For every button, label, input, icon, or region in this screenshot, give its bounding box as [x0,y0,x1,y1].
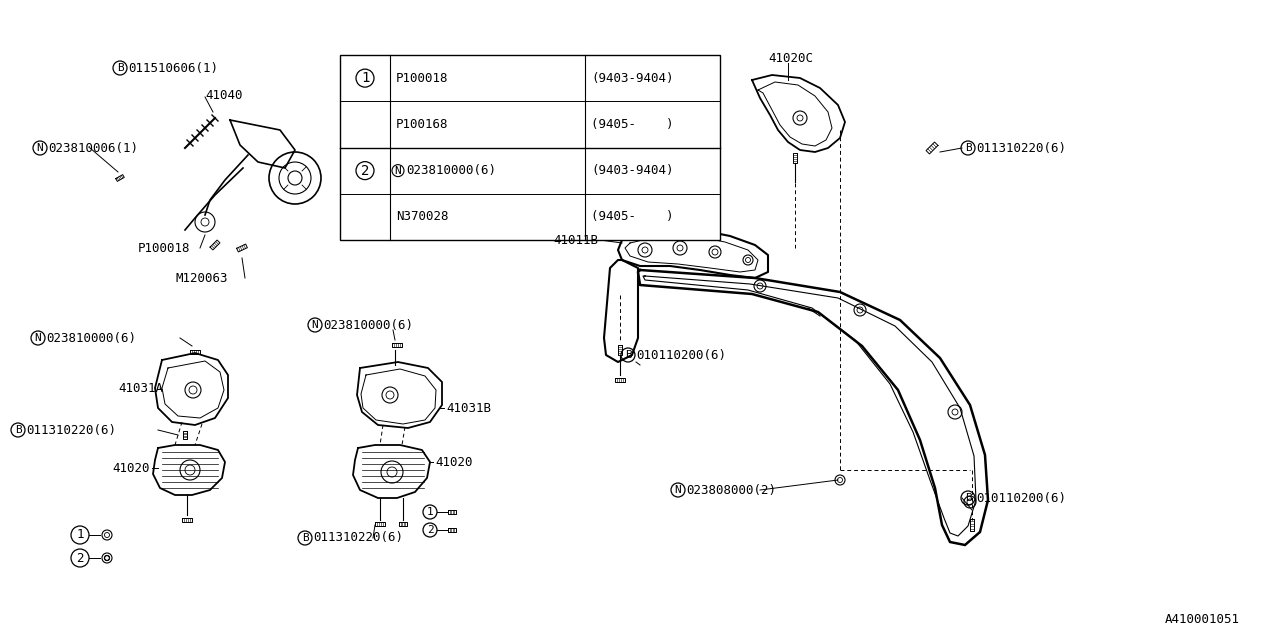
Text: (9403-9404): (9403-9404) [591,164,673,177]
Text: 41031A: 41031A [118,381,163,394]
Text: 41020C: 41020C [768,51,813,65]
Text: N370028: N370028 [396,211,448,223]
Text: 023810000(6): 023810000(6) [406,164,497,177]
Bar [340,55,719,240]
Text: N: N [311,320,319,330]
Text: 41031B: 41031B [445,401,492,415]
Text: N: N [35,333,41,343]
Text: 011310220(6): 011310220(6) [977,141,1066,154]
Text: (9405-    ): (9405- ) [591,211,673,223]
Text: 023810006(1): 023810006(1) [49,141,138,154]
Text: (9403-9404): (9403-9404) [591,72,673,84]
Text: 1: 1 [361,71,369,85]
Text: B: B [116,63,123,73]
Text: P100018: P100018 [396,72,448,84]
Text: 1: 1 [426,507,434,517]
Text: 2: 2 [77,552,83,564]
Text: 1: 1 [77,529,83,541]
Text: 011310220(6): 011310220(6) [314,531,403,545]
Text: 010110200(6): 010110200(6) [636,349,726,362]
Text: N: N [37,143,44,153]
Text: M120063: M120063 [175,271,228,285]
Text: 41011B: 41011B [553,234,598,246]
Text: 41020: 41020 [435,456,472,468]
Text: 011510606(1): 011510606(1) [128,61,218,74]
Text: P100168: P100168 [396,118,448,131]
Text: 2: 2 [361,164,369,178]
Text: B: B [302,533,308,543]
Text: 023810000(6): 023810000(6) [323,319,413,332]
Text: B: B [625,350,631,360]
Text: B: B [965,493,972,503]
Text: 023808000(2): 023808000(2) [686,483,776,497]
Text: A410001051: A410001051 [1165,613,1240,626]
Text: 41020: 41020 [113,461,150,474]
Text: B: B [14,425,22,435]
Text: 41040: 41040 [205,88,242,102]
Text: (9405-    ): (9405- ) [591,118,673,131]
Text: N: N [675,485,681,495]
Text: 011310220(6): 011310220(6) [26,424,116,436]
Text: 010110200(6): 010110200(6) [977,492,1066,504]
Text: B: B [965,143,972,153]
Text: 2: 2 [426,525,434,535]
Text: N: N [394,166,402,175]
Text: P100018: P100018 [138,241,191,255]
Text: 023810000(6): 023810000(6) [46,332,136,344]
